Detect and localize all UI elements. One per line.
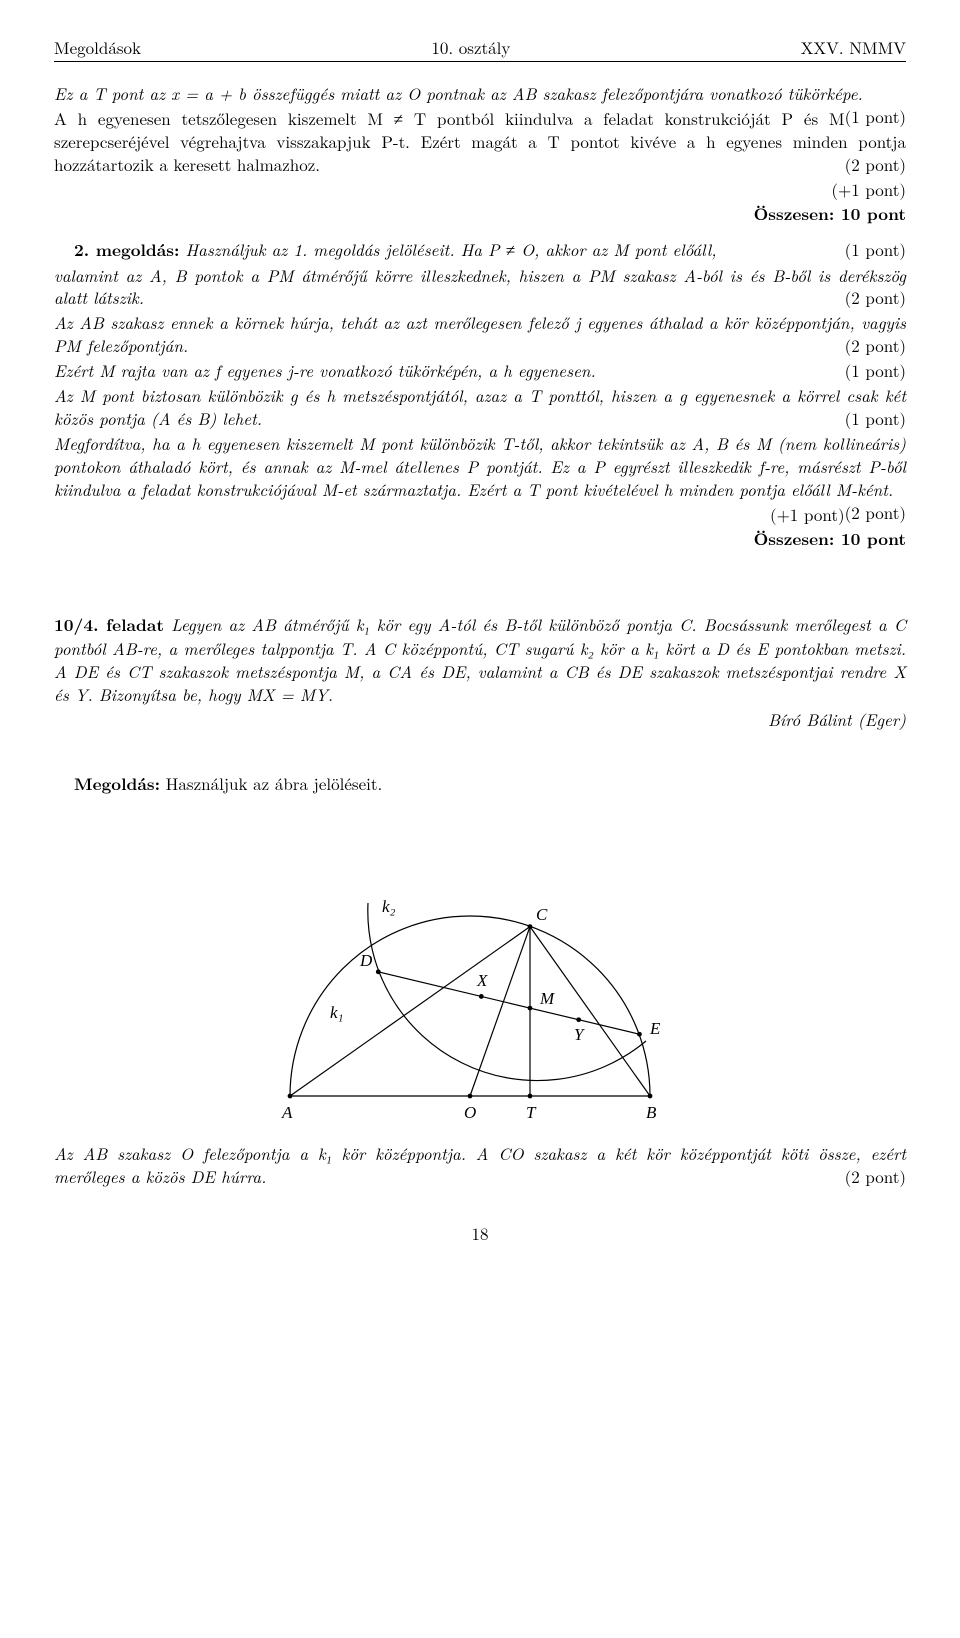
svg-text:k₂: k₂ (382, 897, 396, 916)
para-last-text: Az AB szakasz O felezőpontja a k₁ kör kö… (54, 1141, 906, 1188)
task-10-4: 10/4. feladat Legyen az AB átmérőjű k₁ k… (54, 613, 906, 706)
paragraph-2: A h egyenesen tetszőlegesen kiszemelt M … (54, 107, 906, 176)
para5-points: (1 pont) (845, 359, 906, 382)
para2-text: A h egyenesen tetszőlegesen kiszemelt M … (54, 106, 906, 176)
paragraph-7: Megfordítva, ha a h egyenesen kiszemelt … (54, 432, 906, 501)
para-last-points: (2 pont) (845, 1165, 906, 1188)
svg-text:Y: Y (574, 1025, 585, 1044)
paragraph-1: Ez a T pont az x = a + b összefüggés mia… (54, 82, 906, 105)
para7-points: (2 pont) (845, 501, 906, 524)
para6-points: (1 pont) (845, 407, 906, 430)
para3-text: valamint az A, B pontok a PM átmérőjű kö… (54, 263, 906, 310)
svg-text:D: D (359, 951, 373, 970)
solution-2-body-points: (1 pont) (825, 238, 906, 261)
paragraph-5: Ezért M rajta van az f egyenes j-re vona… (54, 359, 906, 382)
para1-text: Ez a T pont az x = a + b összefüggés mia… (54, 81, 863, 105)
svg-text:E: E (649, 1019, 661, 1038)
header-center: 10. osztály (431, 36, 510, 59)
paragraph-last: Az AB szakasz O felezőpontja a k₁ kör kö… (54, 1142, 906, 1188)
paragraph-3: valamint az A, B pontok a PM átmérőjű kö… (54, 264, 906, 310)
para4-points: (2 pont) (845, 334, 906, 357)
header-left: Megoldások (54, 36, 141, 59)
svg-text:A: A (281, 1103, 293, 1122)
solution-2-label: 2. megoldás: (74, 238, 179, 262)
solution-2-body: Használjuk az 1. megoldás jelöléseit. Ha… (179, 237, 716, 261)
svg-text:k₁: k₁ (330, 1003, 343, 1022)
svg-text:O: O (464, 1103, 476, 1122)
svg-text:C: C (536, 905, 548, 924)
svg-text:T: T (526, 1103, 537, 1122)
task-label: 10/4. feladat (54, 613, 164, 637)
plus-points-1: (+1 pont) (54, 178, 906, 201)
para6-text: Az M pont biztosan különbözik g és h met… (54, 383, 906, 430)
total-1: Összesen: 10 pont (54, 203, 906, 226)
para4-text: Az AB szakasz ennek a körnek húrja, tehá… (54, 310, 906, 357)
task-author: Bíró Bálint (Eger) (54, 708, 906, 731)
solution-main-label: Megoldás: (74, 772, 160, 796)
total-2: Összesen: 10 pont (54, 528, 906, 551)
para3-points: (2 pont) (845, 286, 906, 309)
paragraph-4: Az AB szakasz ennek a körnek húrja, tehá… (54, 311, 906, 357)
page-number: 18 (54, 1222, 906, 1245)
header-right: XXV. NMMV (801, 36, 906, 59)
task-body: Legyen az AB átmérőjű k₁ kör egy A-tól é… (54, 612, 906, 706)
solution-main-body: Használjuk az ábra jelöléseit. (160, 771, 382, 795)
svg-text:X: X (476, 971, 488, 990)
para1-points: (1 pont) (845, 105, 906, 128)
para5-text: Ezért M rajta van az f egyenes j-re vona… (54, 358, 596, 382)
svg-text:B: B (646, 1103, 657, 1122)
solution-main: Megoldás: Használjuk az ábra jelöléseit. (54, 772, 906, 796)
page-header: Megoldások 10. osztály XXV. NMMV (54, 36, 906, 62)
svg-text:M: M (539, 989, 555, 1008)
para7-text: Megfordítva, ha a h egyenesen kiszemelt … (54, 431, 906, 501)
para2-points: (2 pont) (845, 153, 906, 176)
paragraph-6: Az M pont biztosan különbözik g és h met… (54, 384, 906, 430)
plus-points-2: (+1 pont) (54, 503, 906, 526)
geometry-figure: A B O T C D E X MYk₁ k₂ (220, 806, 740, 1136)
solution-2: 2. megoldás: Használjuk az 1. megoldás j… (54, 238, 906, 262)
